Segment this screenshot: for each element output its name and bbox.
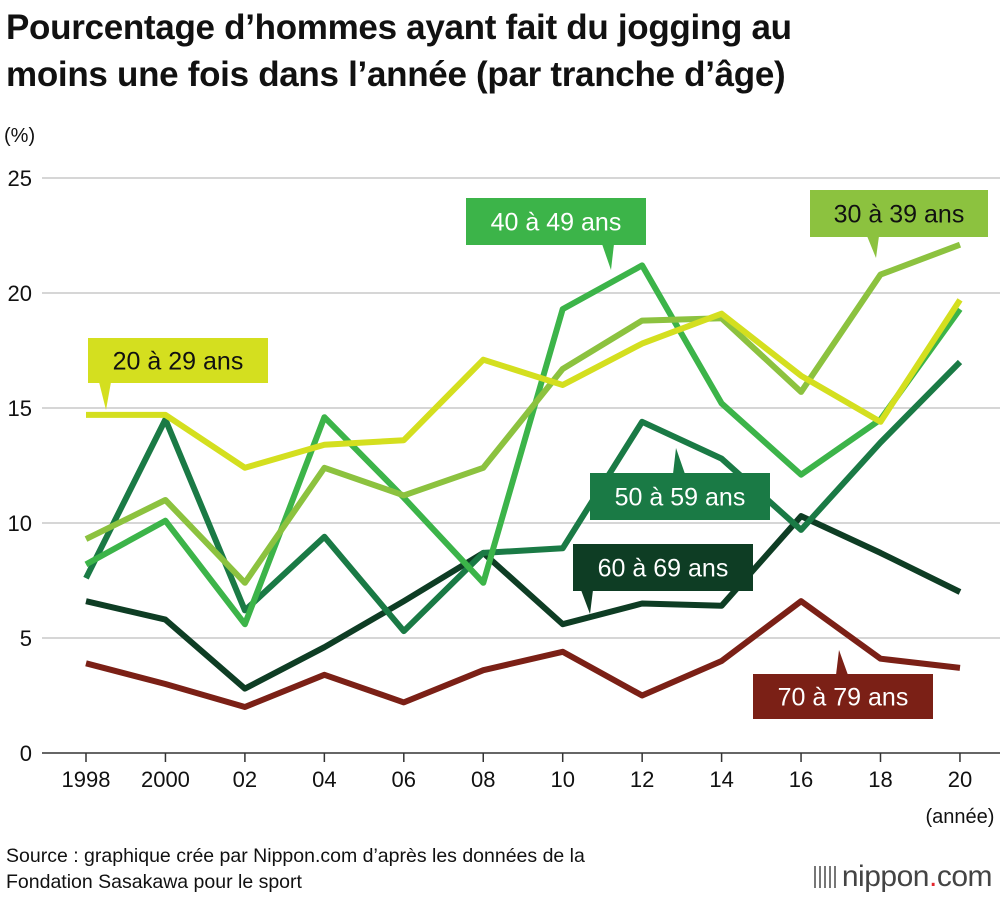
y-tick-label: 5 — [20, 626, 32, 651]
series-line-40-a-49-ans — [84, 262, 963, 628]
y-tick-label: 25 — [8, 166, 32, 191]
y-axis-unit: (%) — [4, 125, 35, 147]
series-label-pointer — [867, 236, 879, 258]
chart-title-line-2: moins une fois dans l’année (par tranche… — [6, 55, 786, 94]
series-label-box — [810, 190, 988, 237]
series-label-box — [573, 544, 753, 591]
series-line-20-a-29-ans — [86, 298, 963, 471]
series-label-20-a-29-ans: 20 à 29 ans — [88, 338, 268, 410]
x-tick-label: 16 — [789, 767, 813, 792]
x-tick-label: 10 — [550, 767, 574, 792]
series-label-box — [466, 198, 646, 245]
brand-bars-icon — [813, 866, 838, 888]
series-label-30-a-39-ans: 30 à 39 ans — [810, 190, 988, 258]
series-label-70-a-79-ans: 70 à 79 ans — [753, 650, 933, 719]
source-line-1: Source : graphique crée par Nippon.com d… — [6, 845, 585, 867]
x-tick-label: 08 — [471, 767, 495, 792]
y-tick-label: 0 — [20, 741, 32, 766]
chart-title: Pourcentage d’hommes ayant fait du joggi… — [6, 4, 996, 98]
series-line-60-a-69-ans — [85, 513, 962, 692]
x-tick-label: 06 — [392, 767, 416, 792]
brand-dot: . — [928, 860, 937, 893]
y-tick-label: 10 — [8, 511, 32, 536]
x-axis-unit: (année) — [925, 806, 994, 828]
source-line-2: Fondation Sasakawa pour le sport — [6, 871, 302, 893]
series-label-50-a-59-ans: 50 à 59 ans — [590, 448, 770, 520]
series-label-pointer — [673, 448, 685, 474]
x-tick-label: 1998 — [62, 767, 111, 792]
x-tick-label: 18 — [868, 767, 892, 792]
series-label-pointer — [581, 590, 593, 614]
series-label-text: 40 à 49 ans — [491, 209, 622, 237]
brand-name: nippon — [841, 860, 930, 893]
x-tick-label: 12 — [630, 767, 654, 792]
series-label-pointer — [99, 382, 111, 410]
series-label-text: 70 à 79 ans — [778, 684, 909, 712]
x-tick-label: 04 — [312, 767, 336, 792]
brand-logo: nippon.com — [813, 860, 993, 894]
series-label-box — [590, 473, 770, 520]
series-label-40-a-49-ans: 40 à 49 ans — [466, 198, 646, 270]
chart-title-line-1: Pourcentage d’hommes ayant fait du joggi… — [6, 8, 792, 47]
series-line-70-a-79-ans — [85, 598, 961, 710]
brand-suffix: com — [936, 860, 993, 893]
x-tick-label: 14 — [709, 767, 733, 792]
series-label-box — [753, 674, 933, 719]
series-label-60-a-69-ans: 60 à 69 ans — [573, 544, 753, 614]
series-label-pointer — [602, 244, 614, 270]
y-tick-label: 15 — [8, 396, 32, 421]
x-tick-label: 02 — [233, 767, 257, 792]
x-tick-label: 2000 — [141, 767, 190, 792]
series-label-pointer — [836, 650, 848, 675]
y-tick-label: 20 — [8, 281, 32, 306]
series-label-text: 30 à 39 ans — [834, 201, 965, 229]
series-label-box — [88, 338, 268, 383]
series-line-50-a-59-ans — [83, 359, 963, 635]
series-label-text: 50 à 59 ans — [615, 484, 746, 512]
series-label-text: 60 à 69 ans — [598, 555, 729, 583]
source-note: Source : graphique crée par Nippon.com d… — [6, 843, 585, 895]
x-tick-label: 20 — [948, 767, 972, 792]
series-line-30-a-39-ans — [84, 241, 962, 586]
series-label-text: 20 à 29 ans — [113, 348, 244, 376]
